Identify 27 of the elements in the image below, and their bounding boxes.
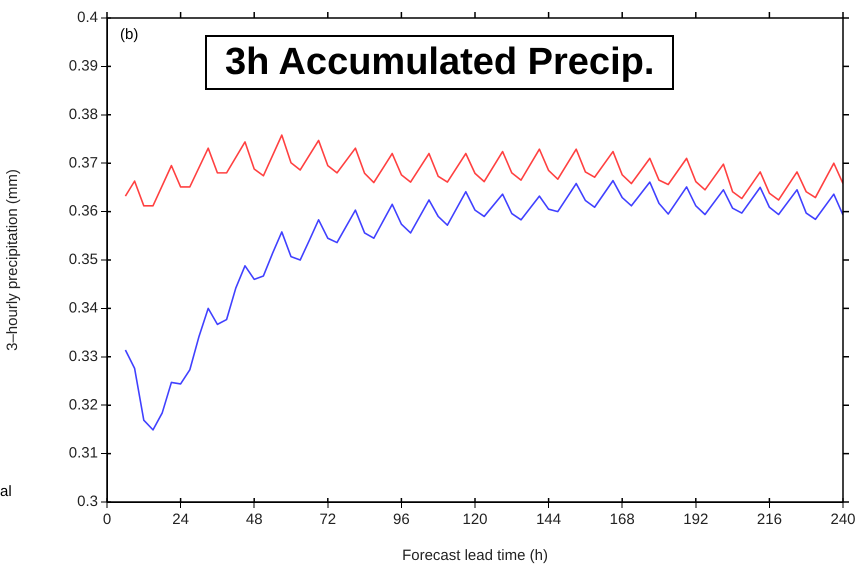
y-tick-label: 0.31 bbox=[68, 444, 98, 462]
y-tick-label: 0.34 bbox=[68, 300, 98, 317]
y-tick-label: 0.3 bbox=[77, 493, 98, 510]
x-tick-label: 72 bbox=[319, 511, 336, 528]
y-tick-label: 0.35 bbox=[68, 251, 98, 268]
text: al bbox=[0, 483, 12, 500]
x-axis-title: Forecast lead time (h) bbox=[402, 547, 548, 564]
annotation: (b) bbox=[120, 26, 138, 43]
x-tick-label: 216 bbox=[756, 511, 782, 528]
y-tick-label: 0.4 bbox=[77, 9, 98, 26]
x-tick-label: 240 bbox=[830, 511, 856, 528]
y-axis-title: 3–hourly precipitation (mm) bbox=[4, 169, 22, 351]
y-tick-label: 0.37 bbox=[68, 154, 98, 172]
x-tick-label: 144 bbox=[536, 511, 562, 528]
y-tick-label: 0.38 bbox=[68, 106, 98, 123]
x-tick-label: 120 bbox=[462, 511, 488, 528]
y-tick-label: 0.36 bbox=[68, 202, 98, 220]
x-tick-label: 96 bbox=[393, 511, 410, 528]
x-tick-label: 168 bbox=[610, 511, 635, 528]
x-tick-label: 0 bbox=[102, 511, 112, 528]
y-tick-label: 0.32 bbox=[68, 396, 98, 414]
x-tick-label: 24 bbox=[172, 511, 189, 528]
x-tick-label: 48 bbox=[246, 511, 263, 528]
x-tick-label: 192 bbox=[683, 511, 708, 528]
y-tick-label: 0.33 bbox=[68, 348, 98, 365]
text: 3h Accumulated Precip. bbox=[205, 35, 674, 90]
y-tick-label: 0.39 bbox=[68, 58, 98, 75]
